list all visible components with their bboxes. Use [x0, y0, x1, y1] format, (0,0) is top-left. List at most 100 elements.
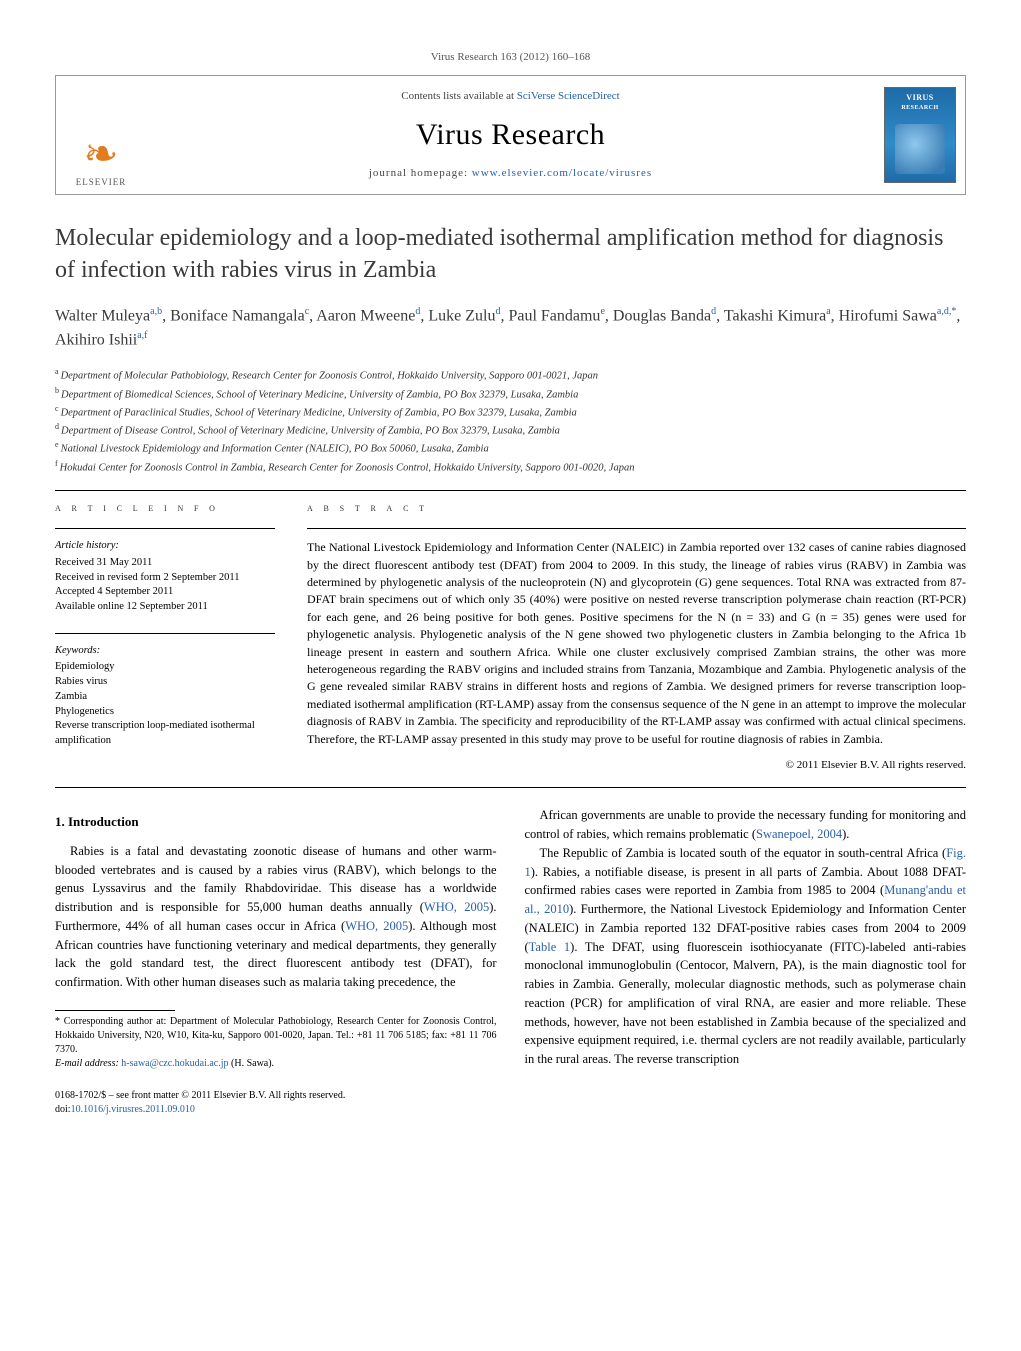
info-rule — [55, 633, 275, 634]
affiliation-list: a Department of Molecular Pathobiology, … — [55, 366, 966, 476]
affiliation-text: Department of Disease Control, School of… — [61, 426, 560, 437]
keywords-heading: Keywords: — [55, 644, 275, 659]
author-affil-sup: a,d,* — [937, 306, 956, 317]
corr-text: Corresponding author at: Department of M… — [55, 1016, 497, 1055]
keyword: Epidemiology — [55, 660, 275, 675]
keyword: Reverse transcription loop-mediated isot… — [55, 719, 275, 748]
copyright-line: © 2011 Elsevier B.V. All rights reserved… — [307, 758, 966, 773]
affiliation-text: National Livestock Epidemiology and Info… — [61, 444, 489, 455]
keyword: Rabies virus — [55, 675, 275, 690]
cover-sublabel: RESEARCH — [901, 104, 938, 112]
corr-star: * — [55, 1016, 64, 1027]
author-affil-sup: d — [495, 306, 500, 317]
citation-text: Virus Research 163 (2012) 160–168 — [431, 51, 590, 63]
author-name: Akihiro Ishii — [55, 331, 137, 348]
author-name: Douglas Banda — [613, 307, 711, 324]
author-affil-sup: c — [305, 306, 309, 317]
affiliation-line: c Department of Paraclinical Studies, Sc… — [55, 403, 966, 421]
table-link[interactable]: Table 1 — [529, 940, 570, 954]
affiliation-line: d Department of Disease Control, School … — [55, 421, 966, 439]
intro-heading: 1. Introduction — [55, 812, 497, 832]
affiliation-text: Hokudai Center for Zoonosis Control in Z… — [60, 462, 635, 473]
info-rule — [55, 528, 275, 529]
journal-name: Virus Research — [416, 114, 605, 156]
affiliation-line: a Department of Molecular Pathobiology, … — [55, 366, 966, 384]
affiliation-line: e National Livestock Epidemiology and In… — [55, 439, 966, 457]
footnote-block: * Corresponding author at: Department of… — [55, 1010, 497, 1071]
keyword: Phylogenetics — [55, 705, 275, 720]
section-divider — [55, 787, 966, 788]
email-suffix: (H. Sawa). — [229, 1058, 275, 1069]
affiliation-line: f Hokudai Center for Zoonosis Control in… — [55, 458, 966, 476]
author-affil-sup: d — [711, 306, 716, 317]
author-name: Aaron Mweene — [316, 307, 415, 324]
email-line: E-mail address: h-sawa@czc.hokudai.ac.jp… — [55, 1057, 497, 1071]
affiliation-text: Department of Paraclinical Studies, Scho… — [61, 407, 577, 418]
article-info-column: a r t i c l e i n f o Article history: R… — [55, 501, 275, 773]
elsevier-logo: ❧ ELSEVIER — [66, 96, 136, 188]
email-link[interactable]: h-sawa@czc.hokudai.ac.jp — [121, 1058, 228, 1069]
author-name: Boniface Namangala — [170, 307, 305, 324]
intro-para-3: The Republic of Zambia is located south … — [525, 844, 967, 1069]
author-list: Walter Muleyaa,b, Boniface Namangalac, A… — [55, 304, 966, 353]
article-info-label: a r t i c l e i n f o — [55, 501, 275, 516]
doi-line: doi:10.1016/j.virusres.2011.09.010 — [55, 1103, 966, 1117]
citation-link[interactable]: WHO, 2005 — [345, 919, 408, 933]
email-label: E-mail address: — [55, 1058, 121, 1069]
info-abstract-row: a r t i c l e i n f o Article history: R… — [55, 501, 966, 773]
history-line: Available online 12 September 2011 — [55, 600, 275, 615]
homepage-url[interactable]: www.elsevier.com/locate/virusres — [472, 167, 652, 179]
abstract-text: The National Livestock Epidemiology and … — [307, 539, 966, 748]
affiliation-line: b Department of Biomedical Sciences, Sch… — [55, 385, 966, 403]
author-affil-sup: a,b — [150, 306, 162, 317]
citation-link[interactable]: Swanepoel, 2004 — [756, 827, 842, 841]
contents-prefix: Contents lists available at — [401, 90, 516, 102]
masthead-center: Contents lists available at SciVerse Sci… — [146, 76, 875, 194]
author-name: Takashi Kimura — [724, 307, 826, 324]
keyword: Zambia — [55, 690, 275, 705]
author-name: Paul Fandamu — [508, 307, 600, 324]
contents-line: Contents lists available at SciVerse Sci… — [401, 89, 619, 104]
publisher-logo-box: ❧ ELSEVIER — [56, 76, 146, 194]
citation-link[interactable]: WHO, 2005 — [424, 900, 489, 914]
corresponding-author-note: * Corresponding author at: Department of… — [55, 1015, 497, 1057]
history-line: Received 31 May 2011 — [55, 556, 275, 571]
author-name: Luke Zulu — [428, 307, 495, 324]
author-affil-sup: e — [600, 306, 604, 317]
author-name: Hirofumi Sawa — [839, 307, 937, 324]
article-title: Molecular epidemiology and a loop-mediat… — [55, 223, 966, 285]
homepage-line: journal homepage: www.elsevier.com/locat… — [369, 166, 652, 181]
intro-para-1: Rabies is a fatal and devastating zoonot… — [55, 842, 497, 992]
front-matter-line: 0168-1702/$ – see front matter © 2011 El… — [55, 1089, 966, 1103]
doi-prefix: doi: — [55, 1104, 71, 1115]
body-columns: 1. Introduction Rabies is a fatal and de… — [55, 806, 966, 1071]
author-affil-sup: a,f — [137, 330, 147, 341]
footnote-rule — [55, 1010, 175, 1011]
sciencedirect-link[interactable]: SciVerse ScienceDirect — [517, 90, 620, 102]
homepage-prefix: journal homepage: — [369, 167, 472, 179]
publisher-name: ELSEVIER — [76, 176, 127, 189]
section-divider — [55, 490, 966, 491]
abstract-label: a b s t r a c t — [307, 501, 966, 516]
cover-label: VIRUS — [906, 92, 933, 103]
history-line: Accepted 4 September 2011 — [55, 585, 275, 600]
author-affil-sup: d — [415, 306, 420, 317]
info-rule — [307, 528, 966, 529]
tree-icon: ❧ — [83, 134, 118, 176]
affiliation-text: Department of Biomedical Sciences, Schoo… — [61, 389, 578, 400]
history-heading: Article history: — [55, 539, 275, 554]
doi-link[interactable]: 10.1016/j.virusres.2011.09.010 — [71, 1104, 195, 1115]
page-root: Virus Research 163 (2012) 160–168 ❧ ELSE… — [0, 0, 1021, 1167]
cover-box: VIRUS RESEARCH — [875, 76, 965, 194]
abstract-column: a b s t r a c t The National Livestock E… — [307, 501, 966, 773]
article-history-block: Article history: Received 31 May 2011Rec… — [55, 539, 275, 614]
author-affil-sup: a — [826, 306, 830, 317]
keywords-block: Keywords: EpidemiologyRabies virusZambia… — [55, 644, 275, 749]
journal-masthead: ❧ ELSEVIER Contents lists available at S… — [55, 75, 966, 195]
cover-art — [895, 124, 945, 174]
author-name: Walter Muleya — [55, 307, 150, 324]
journal-cover-thumb: VIRUS RESEARCH — [884, 87, 956, 183]
history-line: Received in revised form 2 September 201… — [55, 571, 275, 586]
running-header: Virus Research 163 (2012) 160–168 — [55, 50, 966, 65]
footnotes: * Corresponding author at: Department of… — [55, 1015, 497, 1071]
